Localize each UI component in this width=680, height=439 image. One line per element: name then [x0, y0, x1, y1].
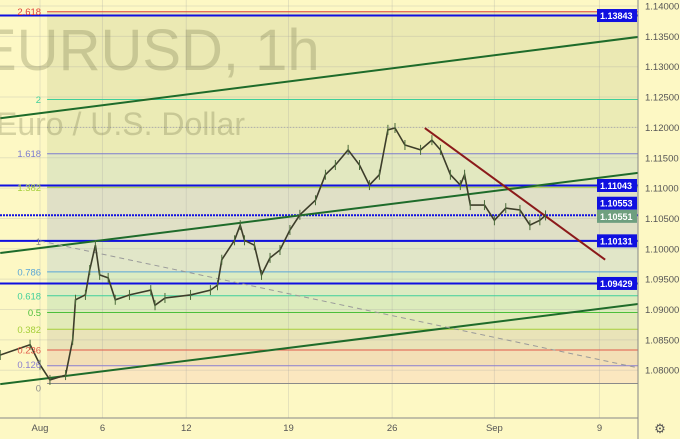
- y-tick-label: 1.11500: [645, 153, 679, 164]
- y-tick-label: 1.12000: [645, 123, 679, 134]
- price-tag: 1.10131: [600, 236, 633, 246]
- fib-label: 2.618: [17, 7, 41, 18]
- fib-band: [47, 11, 638, 100]
- gear-icon[interactable]: ⚙: [654, 421, 666, 436]
- fib-label: 2: [36, 95, 41, 106]
- y-tick-label: 1.14000: [645, 2, 679, 13]
- current-price-tag-bg: [597, 209, 637, 223]
- y-tick-label: 1.13500: [645, 32, 679, 43]
- y-tick-label: 1.08000: [645, 366, 679, 377]
- x-tick-label: 26: [387, 423, 398, 434]
- fib-band: [47, 329, 638, 351]
- fib-band: [47, 350, 638, 366]
- price-tag-bg: [597, 234, 637, 248]
- fib-band: [47, 99, 638, 154]
- fib-label: 0.236: [17, 346, 41, 357]
- fib-label: 0: [36, 384, 41, 395]
- fib-label: 0.786: [17, 267, 41, 278]
- x-tick-label: 19: [283, 423, 294, 434]
- x-tick-label: Aug: [32, 423, 49, 434]
- y-tick-label: 1.11000: [645, 184, 679, 195]
- fib-label: 0.618: [17, 291, 41, 302]
- x-tick-label: 12: [181, 423, 192, 434]
- current-price-tag: 1.10551: [600, 212, 633, 222]
- price-tag: 1.13843: [600, 11, 633, 21]
- y-tick-label: 1.10000: [645, 244, 679, 255]
- trendline-lower-channel: [0, 303, 638, 386]
- price-tag: 1.10553: [600, 199, 633, 209]
- plot-area: [0, 0, 638, 418]
- x-tick-label: 6: [100, 423, 105, 434]
- price-tag: 1.11043: [600, 181, 632, 191]
- y-tick-label: 1.09500: [645, 275, 679, 286]
- y-tick-label: 1.08500: [645, 335, 679, 346]
- price-tag: 1.09429: [600, 279, 633, 289]
- price-tag-bg: [597, 178, 637, 192]
- x-tick-label: 9: [597, 423, 602, 434]
- fib-label: 1: [36, 237, 41, 248]
- price-tag-bg: [597, 9, 637, 23]
- fib-band: [47, 312, 638, 330]
- trendline-middle-channel: [0, 171, 638, 255]
- fib-label: 0.126: [17, 360, 41, 371]
- trendline-resistance: [424, 127, 606, 261]
- price-tag-bg: [597, 276, 637, 290]
- fib-band: [47, 153, 638, 188]
- price-line: [0, 127, 547, 381]
- fib-band: [47, 295, 638, 313]
- trendline-dashed-projection: [39, 240, 638, 369]
- y-tick-label: 1.09000: [645, 305, 679, 316]
- fib-label: 0.5: [28, 308, 41, 319]
- price-tag-bg: [597, 196, 637, 210]
- trendline-upper-channel: [0, 35, 638, 120]
- x-tick-label: Sep: [486, 423, 503, 434]
- fib-label: 0.382: [17, 325, 41, 336]
- fib-band: [47, 365, 638, 384]
- fib-label: 1.382: [17, 183, 41, 194]
- fib-band: [47, 241, 638, 272]
- y-tick-label: 1.10500: [645, 214, 679, 225]
- fib-label: 1.618: [17, 149, 41, 160]
- y-tick-label: 1.12500: [645, 93, 679, 104]
- y-tick-label: 1.13000: [645, 62, 679, 73]
